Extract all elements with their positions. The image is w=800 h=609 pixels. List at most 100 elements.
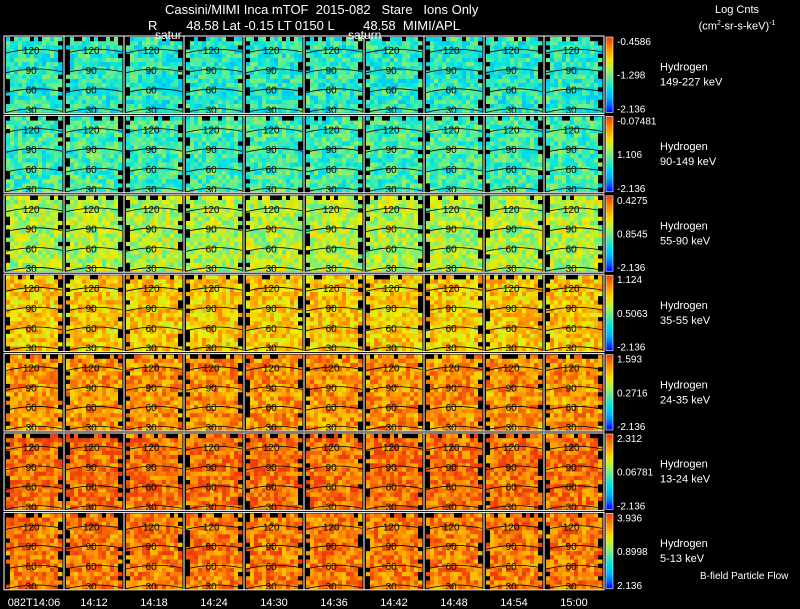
heatmap-cell xyxy=(322,83,327,88)
heatmap-cell xyxy=(294,78,299,84)
heatmap-cell xyxy=(414,133,419,138)
heatmap-cell xyxy=(506,104,511,109)
heatmap-cell xyxy=(174,170,179,176)
heatmap-cell xyxy=(326,83,331,88)
heatmap-cell xyxy=(166,53,171,59)
contour-line xyxy=(5,148,63,153)
heatmap-cell xyxy=(26,49,31,55)
heatmap-cell xyxy=(306,183,311,189)
heatmap-cell xyxy=(226,162,231,168)
heatmap-cell xyxy=(254,166,259,172)
heatmap-cell xyxy=(298,145,303,151)
heatmap-cell xyxy=(18,66,23,71)
heatmap-cell xyxy=(226,104,231,109)
heatmap-cell xyxy=(226,108,231,113)
heatmap-cell xyxy=(174,83,179,88)
heatmap-cell xyxy=(178,37,183,42)
heatmap-cell xyxy=(438,99,443,105)
heatmap-cell xyxy=(474,158,479,163)
heatmap-cell xyxy=(90,53,95,59)
heatmap-cell xyxy=(194,128,199,134)
heatmap-cell xyxy=(538,91,543,97)
heatmap-cell xyxy=(150,49,155,55)
heatmap-cell xyxy=(190,124,195,130)
heatmap-cell xyxy=(102,37,107,42)
heatmap-cell xyxy=(454,179,459,184)
heatmap-cell xyxy=(526,41,531,46)
heatmap-cell xyxy=(50,133,55,138)
heatmap-cell xyxy=(522,162,527,168)
contour-line xyxy=(245,108,303,113)
heatmap-cell xyxy=(470,149,475,155)
heatmap-cell xyxy=(442,78,447,84)
heatmap-cell xyxy=(250,162,255,168)
heatmap-cell xyxy=(470,158,475,163)
heatmap-cell xyxy=(162,133,167,138)
heatmap-cell xyxy=(142,183,147,189)
heatmap-cell xyxy=(170,108,175,113)
contour-label: 30 xyxy=(386,185,398,196)
heatmap-cell xyxy=(534,175,539,180)
heatmap-cell xyxy=(102,124,107,130)
heatmap-cell xyxy=(162,149,167,155)
heatmap-cell xyxy=(434,87,439,92)
heatmap-cell xyxy=(374,141,379,147)
heatmap-cell xyxy=(6,128,11,134)
heatmap-cell xyxy=(426,41,431,46)
heatmap-cell xyxy=(258,154,263,159)
heatmap-cell xyxy=(46,183,51,189)
heatmap-cell xyxy=(326,116,331,121)
heatmap-cell xyxy=(530,187,535,193)
heatmap-cell xyxy=(466,66,471,71)
heatmap-cell xyxy=(250,145,255,151)
heatmap-cell xyxy=(134,183,139,189)
heatmap-cell xyxy=(102,83,107,88)
heatmap-cell xyxy=(190,70,195,76)
heatmap-cell xyxy=(398,170,403,176)
heatmap-cell xyxy=(454,116,459,121)
heatmap-cell xyxy=(10,154,15,159)
heatmap-cell xyxy=(126,158,131,163)
heatmap-cell xyxy=(142,49,147,55)
heatmap-cell xyxy=(530,154,535,159)
heatmap-cell xyxy=(418,179,423,184)
heatmap-cell xyxy=(222,175,227,180)
heatmap-cell xyxy=(42,108,47,113)
heatmap-cell xyxy=(210,99,215,105)
heatmap-cell xyxy=(498,149,503,155)
heatmap-cell xyxy=(250,179,255,184)
heatmap-cell xyxy=(162,108,167,113)
contour-label: 60 xyxy=(26,165,38,176)
heatmap-cell xyxy=(30,99,35,105)
heatmap-cell xyxy=(398,83,403,88)
heatmap-cell xyxy=(134,170,139,176)
heatmap-cell xyxy=(366,124,371,130)
heatmap-cell xyxy=(6,133,11,138)
heatmap-cell xyxy=(78,95,83,101)
heatmap-cell xyxy=(214,57,219,63)
heatmap-cell xyxy=(354,141,359,147)
heatmap-cell xyxy=(510,108,515,113)
heatmap-cell xyxy=(370,154,375,159)
heatmap-cell xyxy=(522,175,527,180)
heatmap-cell xyxy=(230,57,235,63)
heatmap-cell xyxy=(146,124,151,130)
heatmap-cell xyxy=(166,145,171,151)
heatmap-cell xyxy=(402,99,407,105)
heatmap-cell xyxy=(278,87,283,92)
heatmap-cell xyxy=(318,137,323,142)
heatmap-cell xyxy=(318,78,323,84)
heatmap-cell xyxy=(338,145,343,151)
heatmap-cell xyxy=(66,166,71,172)
heatmap-cell xyxy=(350,104,355,109)
heatmap-cell xyxy=(42,154,47,159)
heatmap-cell xyxy=(110,99,115,105)
heatmap-cell xyxy=(126,133,131,138)
contour-line xyxy=(185,187,243,193)
heatmap-cell xyxy=(238,124,243,130)
heatmap-cell xyxy=(330,37,335,42)
heatmap-cell xyxy=(258,108,263,113)
heatmap-cell xyxy=(158,37,163,42)
heatmap-cell xyxy=(250,78,255,84)
heatmap-cell xyxy=(158,116,163,121)
